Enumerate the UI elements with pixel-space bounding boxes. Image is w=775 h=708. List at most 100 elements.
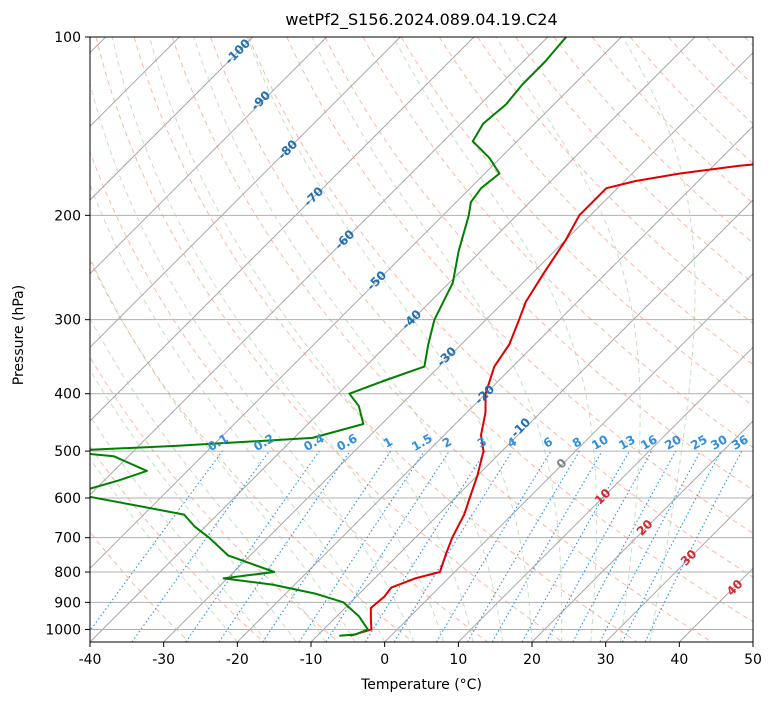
mixing-ratio-label: 16 xyxy=(638,432,659,452)
moist-adiabat xyxy=(149,37,474,642)
dry-adiabat xyxy=(515,37,753,284)
mixing-ratio-label: 25 xyxy=(688,432,709,452)
y-tick-label: 500 xyxy=(54,444,81,460)
y-tick-label: 800 xyxy=(54,565,81,581)
temperature-profile xyxy=(350,163,753,637)
moist-adiabat xyxy=(622,37,696,642)
moist-adiabat xyxy=(90,457,238,642)
grid-layer xyxy=(0,37,753,642)
y-tick-label: 700 xyxy=(54,531,81,547)
y-tick-label: 400 xyxy=(54,387,81,403)
mixing-ratio-label: 6 xyxy=(541,434,555,450)
dry-adiabat xyxy=(438,37,753,366)
mixing-ratio-label: 1 xyxy=(381,434,395,450)
mixing-ratio-line xyxy=(325,450,450,642)
mixing-ratio-line xyxy=(298,450,425,642)
mixing-ratio-label: 0.6 xyxy=(334,431,359,454)
mixing-ratio-line xyxy=(572,450,677,642)
isotherm-line xyxy=(605,493,753,642)
mixing-ratio-label: 36 xyxy=(729,432,750,452)
dewpoint-profile xyxy=(90,37,567,637)
y-tick-label: 300 xyxy=(54,313,81,329)
dry-adiabat-label: -50 xyxy=(364,268,389,293)
x-tick-label: -30 xyxy=(152,652,175,668)
moist-adiabat xyxy=(311,37,563,642)
isotherm-line xyxy=(457,346,753,642)
isotherm-line xyxy=(90,37,696,642)
isotherm-line xyxy=(90,37,475,422)
dry-adiabat-label: 10 xyxy=(592,486,614,508)
mixing-ratio-line xyxy=(131,450,270,642)
isotherm-line xyxy=(384,272,753,642)
isotherm-line xyxy=(90,37,254,201)
dry-adiabat xyxy=(629,37,753,165)
isotherm-line xyxy=(90,37,401,349)
moist-adiabat xyxy=(90,81,415,642)
mixing-ratio-label: 8 xyxy=(570,434,584,450)
isotherm-line xyxy=(90,37,328,275)
mixing-ratio-label: 1.5 xyxy=(409,431,434,454)
x-tick-label: -40 xyxy=(79,652,102,668)
dry-adiabat xyxy=(362,37,753,449)
moist-adiabat xyxy=(90,182,386,642)
x-axis-label: Temperature (°C) xyxy=(361,677,482,693)
mixing-ratio-line xyxy=(218,450,351,642)
x-tick-label: 50 xyxy=(744,652,762,668)
mixing-ratio-line xyxy=(599,450,701,642)
isotherm-line xyxy=(90,37,622,570)
moist-adiabat xyxy=(392,37,598,642)
mixing-ratio-label: 30 xyxy=(708,432,729,452)
dry-adiabat-label: 30 xyxy=(678,547,700,569)
dry-adiabat xyxy=(744,37,753,47)
plot-frame xyxy=(89,36,754,643)
isotherm-line xyxy=(752,641,753,642)
moist-adiabat xyxy=(111,37,445,642)
dry-adiabat xyxy=(90,150,488,642)
isotherm-line xyxy=(163,51,753,642)
dry-adiabat-label: -30 xyxy=(434,344,459,369)
dry-adiabat xyxy=(133,37,638,642)
y-tick-label: 100 xyxy=(54,30,81,46)
mixing-ratio-line xyxy=(262,450,392,642)
mixing-ratio-label: 0.2 xyxy=(251,431,276,454)
mixing-ratio-line xyxy=(364,450,486,642)
moist-adiabat xyxy=(90,415,268,642)
x-tick-label: 10 xyxy=(449,652,467,668)
mixing-ratio-line xyxy=(393,450,513,642)
x-tick-label: 40 xyxy=(670,652,688,668)
dry-adiabat xyxy=(95,37,563,642)
isotherm-line xyxy=(90,37,549,496)
mixing-ratio-line xyxy=(545,450,653,642)
data-layer xyxy=(90,37,753,637)
x-tick-label: 30 xyxy=(597,652,615,668)
mixing-ratio-line xyxy=(521,450,630,642)
y-tick-label: 900 xyxy=(54,595,81,611)
axis-layer: -40 -30 -20 -10 0 10 20 30 40 5010020030040050060… xyxy=(45,30,762,668)
moist-adiabat xyxy=(495,37,641,642)
isotherm-line xyxy=(310,199,753,642)
dry-adiabat xyxy=(553,37,753,244)
dry-adiabat xyxy=(171,37,712,642)
x-tick-label: 20 xyxy=(523,652,541,668)
dry-adiabat-label: -90 xyxy=(248,88,273,113)
dry-adiabat xyxy=(591,37,753,204)
dry-adiabat xyxy=(90,356,339,642)
dry-adiabat-label: 0 xyxy=(554,456,570,472)
dry-adiabat-label: 40 xyxy=(724,577,746,599)
isotherm-line xyxy=(531,420,753,642)
y-tick-label: 600 xyxy=(54,491,81,507)
mixing-ratio-label: 10 xyxy=(589,432,610,452)
isotherm-line xyxy=(0,37,32,642)
mixing-ratio-label: 2 xyxy=(440,434,454,450)
mixing-ratio-line xyxy=(467,450,580,642)
x-tick-label: -10 xyxy=(300,652,323,668)
y-tick-label: 1000 xyxy=(45,622,81,638)
dry-adiabat xyxy=(477,37,753,325)
dry-adiabat xyxy=(90,531,190,642)
moist-adiabat xyxy=(90,317,327,642)
y-tick-label: 200 xyxy=(54,208,81,224)
dry-adiabat-label: 20 xyxy=(634,517,656,539)
mixing-ratio-line xyxy=(185,450,320,642)
